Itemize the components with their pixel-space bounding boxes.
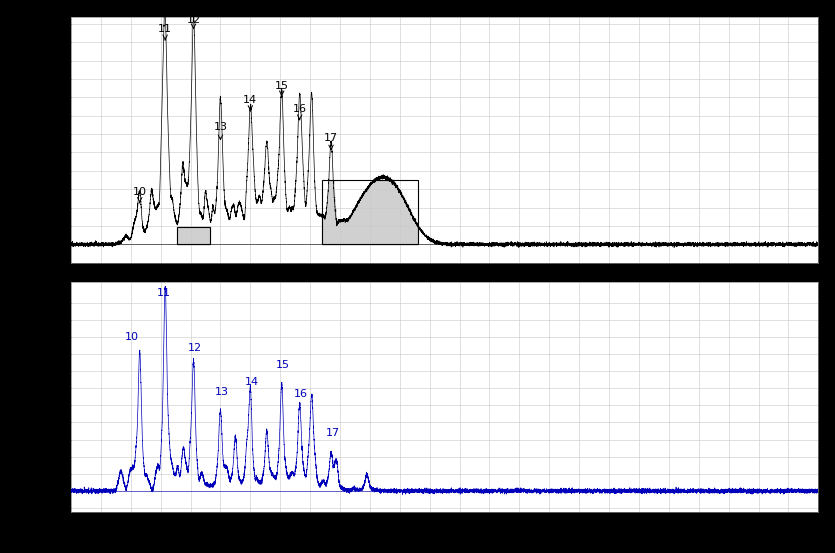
Text: 11: 11 xyxy=(158,24,172,40)
Text: 10: 10 xyxy=(125,332,139,342)
Text: 17: 17 xyxy=(326,428,340,438)
Text: 13: 13 xyxy=(214,122,227,139)
Text: 11: 11 xyxy=(157,288,170,298)
Bar xyxy=(322,180,418,244)
Text: 13: 13 xyxy=(215,387,229,397)
Text: 12: 12 xyxy=(188,342,202,352)
Text: 16: 16 xyxy=(292,104,306,119)
Text: 12: 12 xyxy=(186,15,200,28)
Text: 14: 14 xyxy=(243,96,257,111)
X-axis label: Countova Acquisition Time (min): Countova Acquisition Time (min) xyxy=(371,533,519,541)
Text: x10³ ½: x10³ ½ xyxy=(30,0,62,9)
Text: 17: 17 xyxy=(324,133,338,150)
Text: +EI EIC(57) Scan 17012411.D  Subtract: +EI EIC(57) Scan 17012411.D Subtract xyxy=(71,272,292,281)
Text: 15: 15 xyxy=(275,81,289,96)
Text: 10: 10 xyxy=(133,187,147,203)
Text: 15: 15 xyxy=(276,359,291,369)
Text: +EI TIC Scan 17012411.D  Subtract: +EI TIC Scan 17012411.D Subtract xyxy=(71,6,269,16)
Text: 16: 16 xyxy=(294,389,308,399)
Text: 14: 14 xyxy=(245,377,259,387)
Bar xyxy=(177,227,210,244)
Text: x10³ ½: x10³ ½ xyxy=(30,266,62,275)
